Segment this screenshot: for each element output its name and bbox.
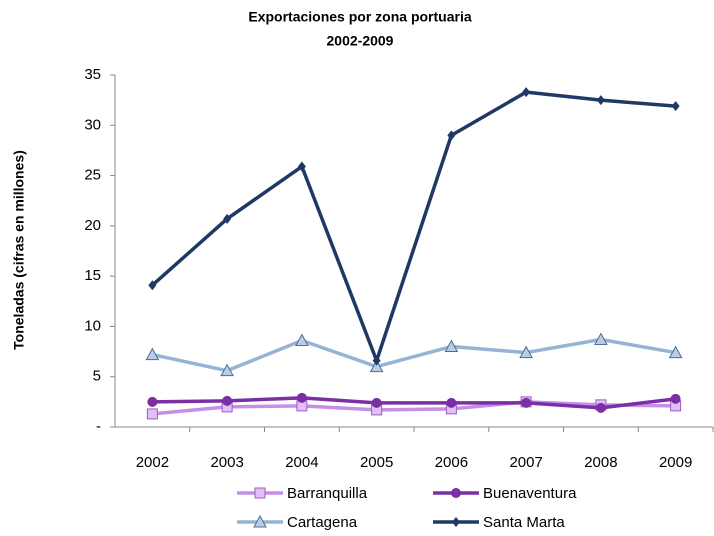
x-tick-label: 2006 (435, 454, 468, 471)
series-line (152, 337, 676, 373)
y-tick-label: 25 (84, 167, 101, 184)
legend-marker (253, 514, 267, 528)
data-point (371, 397, 382, 408)
data-point (223, 213, 232, 224)
data-point (447, 130, 456, 141)
data-point (522, 87, 531, 98)
data-point (668, 345, 683, 359)
legend-label: Cartagena (287, 514, 358, 531)
data-point (444, 339, 459, 353)
data-point (521, 397, 532, 408)
legend-marker (451, 488, 461, 498)
y-tick-label: 20 (84, 217, 101, 234)
x-tick-label: 2008 (584, 454, 617, 471)
x-tick-label: 2003 (210, 454, 243, 471)
y-tick-label: 10 (84, 317, 101, 334)
chart-subtitle: 2002-2009 (327, 33, 394, 49)
y-tick-label: 30 (84, 116, 101, 133)
y-tick-label: - (96, 418, 101, 435)
x-tick-label: 2009 (659, 454, 692, 471)
y-tick-label: 35 (84, 66, 101, 83)
x-tick-label: 2004 (285, 454, 318, 471)
data-point (295, 333, 309, 347)
data-point (594, 332, 608, 346)
data-point (222, 395, 233, 406)
x-tick-label: 2007 (509, 454, 542, 471)
series-line (152, 396, 676, 410)
data-point (671, 101, 680, 112)
data-point (220, 363, 234, 377)
y-tick-label: 5 (93, 368, 101, 385)
legend-label: Buenaventura (483, 485, 577, 502)
legend-marker (452, 517, 460, 527)
x-tick-label: 2002 (136, 454, 169, 471)
series-line (152, 400, 676, 416)
data-point (446, 397, 457, 408)
y-axis-label: Toneladas (cifras en millones) (11, 150, 27, 350)
data-point (296, 392, 307, 403)
chart-title: Exportaciones por zona portuaria (248, 9, 471, 25)
data-point (595, 402, 606, 413)
legend-marker (254, 487, 266, 499)
data-point (369, 359, 384, 373)
data-point (596, 95, 605, 106)
legend-label: Barranquilla (287, 485, 368, 502)
data-point (145, 347, 160, 361)
data-point (372, 355, 381, 366)
data-point (670, 393, 681, 404)
legend-label: Santa Marta (483, 514, 565, 531)
x-tick-label: 2005 (360, 454, 393, 471)
series-line (151, 90, 676, 363)
data-point (148, 280, 157, 291)
data-point (147, 396, 158, 407)
data-point (146, 408, 158, 420)
y-tick-label: 15 (84, 267, 101, 284)
data-point (519, 345, 533, 359)
data-point (297, 161, 306, 172)
